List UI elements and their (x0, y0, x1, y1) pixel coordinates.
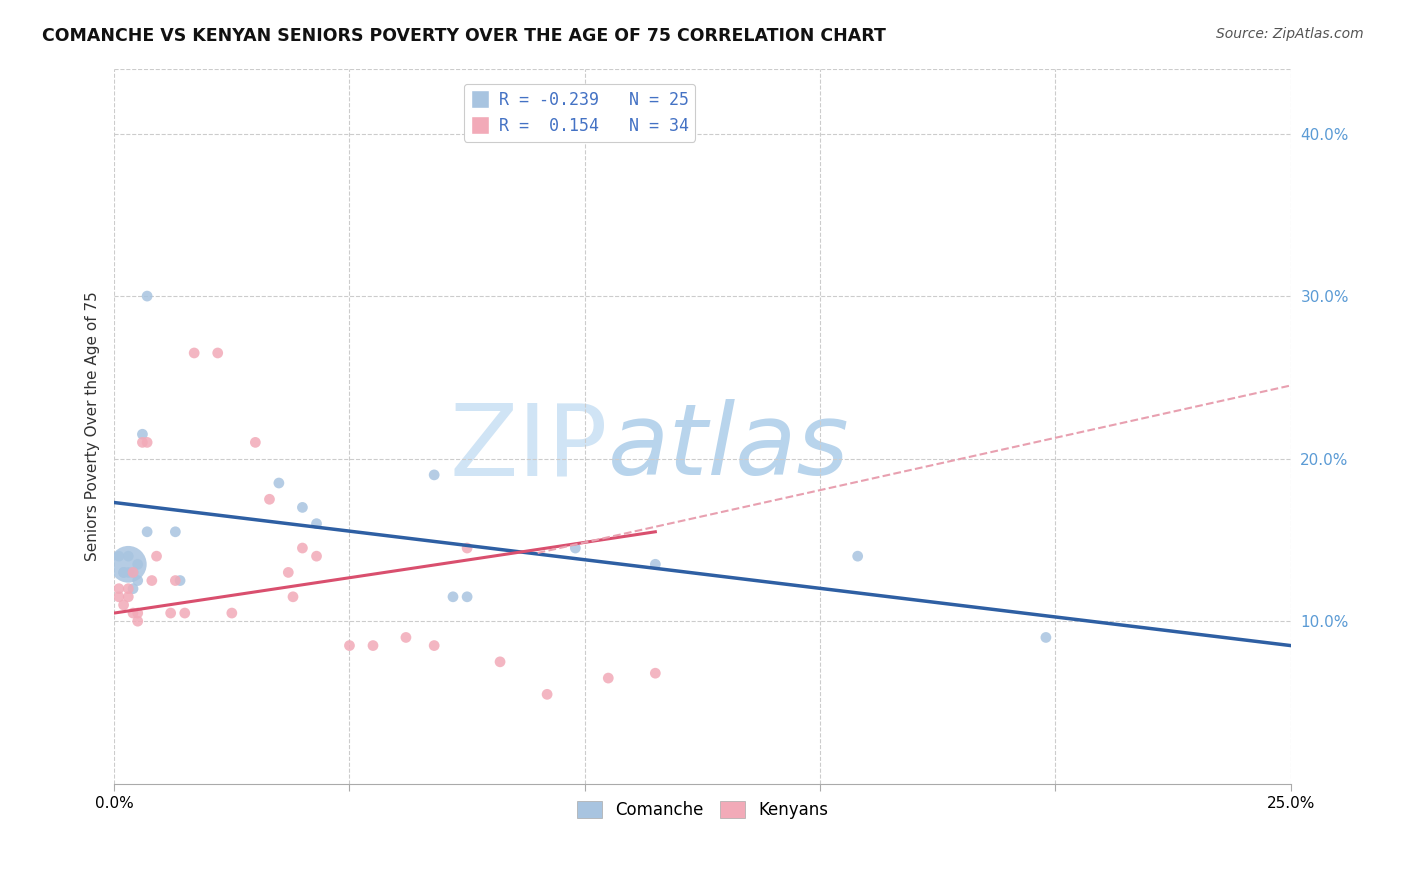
Legend: Comanche, Kenyans: Comanche, Kenyans (569, 794, 835, 825)
Point (117, 582, 139, 596)
Point (141, 574, 163, 588)
Point (122, 566, 145, 580)
Point (277, 566, 299, 580)
Point (564, 541, 586, 555)
Point (112, 566, 135, 580)
Point (159, 606, 181, 620)
Point (165, 574, 187, 588)
Point (644, 558, 666, 572)
Point (489, 655, 512, 669)
Point (108, 582, 131, 596)
Point (169, 574, 191, 588)
Point (1035, 631, 1057, 645)
Point (644, 666, 666, 681)
Point (117, 566, 139, 580)
Point (117, 590, 139, 604)
Point (127, 574, 149, 588)
Point (145, 549, 167, 564)
Point (456, 541, 478, 555)
Point (423, 467, 446, 482)
Point (117, 558, 139, 572)
Point (122, 582, 145, 596)
Point (136, 289, 159, 303)
Point (846, 549, 869, 564)
Point (245, 435, 267, 450)
Point (423, 639, 446, 653)
Point (112, 566, 135, 580)
Point (112, 598, 135, 612)
Point (122, 606, 145, 620)
Point (456, 590, 478, 604)
Point (281, 590, 304, 604)
Point (291, 541, 314, 555)
Point (108, 590, 131, 604)
Text: Source: ZipAtlas.com: Source: ZipAtlas.com (1216, 27, 1364, 41)
Point (305, 549, 328, 564)
Point (339, 639, 361, 653)
Point (136, 524, 159, 539)
Point (117, 549, 139, 564)
Point (122, 566, 145, 580)
Point (131, 435, 153, 450)
Point (291, 500, 314, 515)
Point (165, 524, 187, 539)
Point (173, 606, 195, 620)
Y-axis label: Seniors Poverty Over the Age of 75: Seniors Poverty Over the Age of 75 (86, 292, 100, 561)
Text: ZIP: ZIP (450, 399, 609, 496)
Point (131, 427, 153, 442)
Point (127, 614, 149, 628)
Point (127, 558, 149, 572)
Point (441, 590, 464, 604)
Point (221, 606, 243, 620)
Point (259, 492, 281, 507)
Point (536, 687, 558, 701)
Point (395, 631, 418, 645)
Text: atlas: atlas (609, 399, 849, 496)
Point (305, 516, 328, 531)
Point (183, 346, 205, 360)
Point (127, 606, 149, 620)
Text: COMANCHE VS KENYAN SENIORS POVERTY OVER THE AGE OF 75 CORRELATION CHART: COMANCHE VS KENYAN SENIORS POVERTY OVER … (42, 27, 886, 45)
Point (598, 671, 620, 685)
Point (361, 639, 384, 653)
Point (136, 435, 159, 450)
Point (207, 346, 229, 360)
Point (108, 549, 131, 564)
Point (267, 476, 290, 491)
